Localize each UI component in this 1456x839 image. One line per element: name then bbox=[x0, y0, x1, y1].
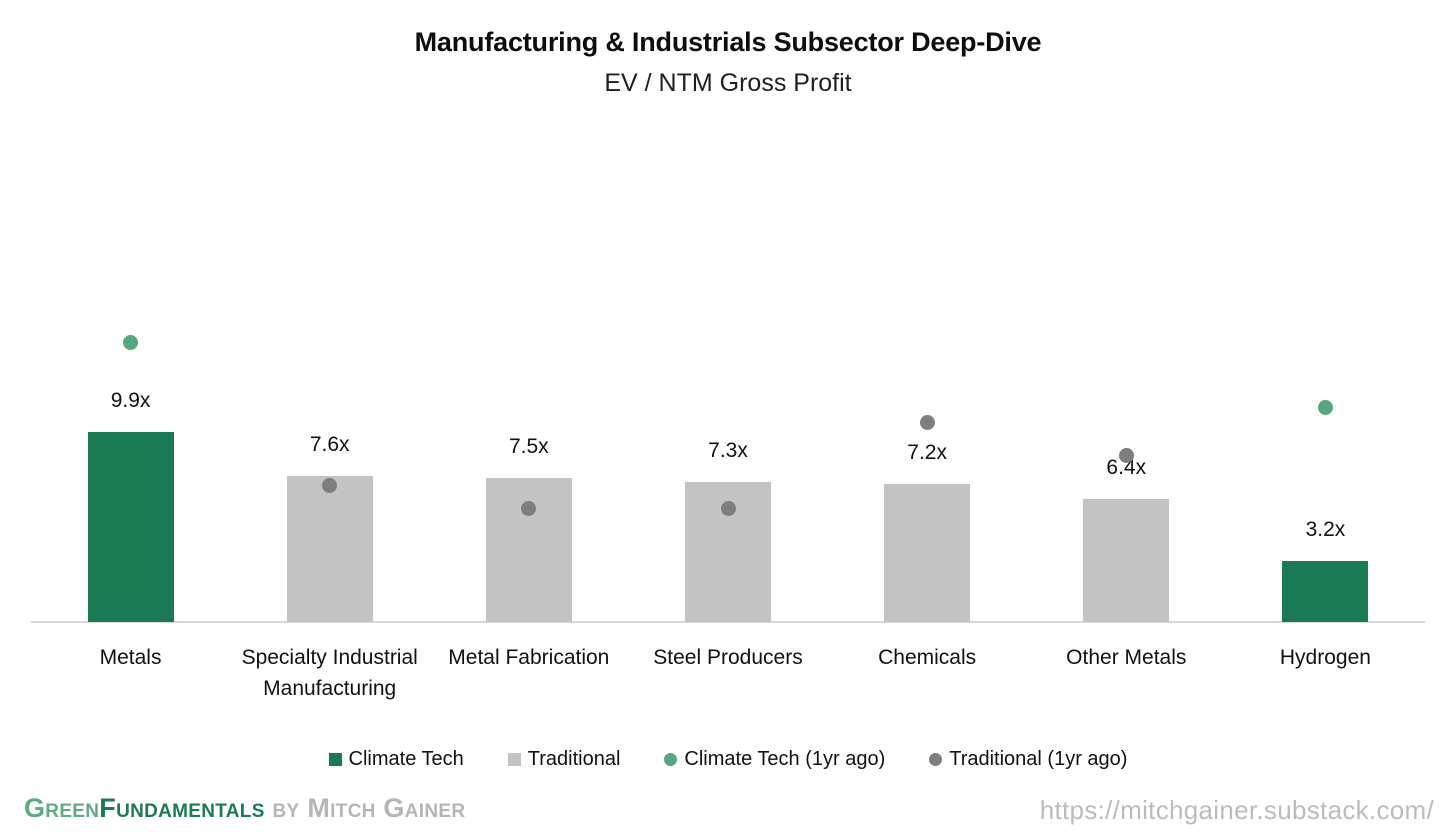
legend-label: Climate Tech bbox=[348, 748, 464, 770]
bar-value-label-chemicals: 7.2x bbox=[907, 440, 947, 464]
bar-value-label-metals: 9.9x bbox=[110, 389, 151, 413]
x-axis-label-other-metals: Other Metals bbox=[1066, 646, 1187, 669]
legend-label: Climate Tech (1yr ago) bbox=[684, 748, 886, 770]
traditional-square-swatch-icon bbox=[507, 753, 521, 766]
chart-subtitle: EV / NTM Gross Profit bbox=[604, 69, 852, 97]
climate-tech-square-swatch-icon bbox=[328, 753, 342, 766]
legend-label: Traditional bbox=[527, 748, 621, 770]
x-axis-label-metals: Metals bbox=[99, 646, 162, 669]
bar-value-label-steel-producers: 7.3x bbox=[708, 439, 748, 463]
x-axis-label-steel-producers: Steel Producers bbox=[653, 646, 803, 669]
brand-word-fundamentals: Fundamentals bbox=[99, 793, 265, 823]
x-axis-label-metal-fabrication: Metal Fabrication bbox=[448, 646, 610, 669]
legend-item-climate-tech-1yr-ago: Climate Tech (1yr ago) bbox=[664, 748, 885, 771]
dot-1yr-ago-chemicals bbox=[919, 415, 935, 431]
bar-specialty-industrial-manufacturing bbox=[286, 476, 373, 622]
bar-other-metals bbox=[1083, 499, 1170, 622]
traditional-1yr-ago-circle-swatch-icon bbox=[929, 753, 943, 766]
dot-1yr-ago-other-metals bbox=[1118, 447, 1134, 463]
legend-label: Traditional (1yr ago) bbox=[949, 748, 1128, 770]
dot-1yr-ago-hydrogen bbox=[1317, 399, 1333, 415]
bar-hydrogen bbox=[1282, 560, 1369, 622]
x-axis-label-specialty-industrial-manufacturing: Specialty Industrial Manufacturing bbox=[241, 646, 418, 700]
dot-1yr-ago-metals bbox=[123, 334, 139, 350]
legend-item-climate-tech: Climate Tech bbox=[328, 748, 464, 771]
x-axis-label-hydrogen: Hydrogen bbox=[1279, 646, 1371, 669]
climate-tech-1yr-ago-circle-swatch-icon bbox=[664, 753, 678, 766]
bar-value-label-metal-fabrication: 7.5x bbox=[508, 435, 549, 459]
x-axis-line bbox=[31, 621, 1425, 623]
dot-1yr-ago-steel-producers bbox=[720, 501, 736, 517]
chart-plot-area: Metals Specialty Industrial Manufacturing… bbox=[31, 0, 1425, 745]
bar-value-label-hydrogen: 3.2x bbox=[1305, 517, 1346, 541]
dot-1yr-ago-metal-fabrication bbox=[521, 501, 537, 517]
legend-item-traditional: Traditional bbox=[507, 748, 621, 771]
chart-legend: Climate Tech Traditional Climate Tech (1yr… bbox=[0, 748, 1456, 771]
bar-metals bbox=[87, 432, 174, 622]
bar-value-label-other-metals: 6.4x bbox=[1106, 456, 1147, 480]
x-axis-label-chemicals: Chemicals bbox=[878, 646, 977, 669]
brand-word-green: Green bbox=[24, 793, 100, 823]
brand-author: Mitch Gainer bbox=[307, 793, 466, 823]
brand-logo: GreenFundamentals by Mitch Gainer bbox=[24, 793, 465, 824]
brand-byline: by bbox=[264, 793, 308, 823]
bar-metal-fabrication bbox=[485, 478, 572, 622]
bar-chemicals bbox=[884, 483, 971, 622]
chart-title: Manufacturing & Industrials Subsector De… bbox=[414, 27, 1042, 57]
legend-item-traditional-1yr-ago: Traditional (1yr ago) bbox=[929, 748, 1127, 771]
source-url: https://mitchgainer.substack.com/ bbox=[1039, 795, 1434, 825]
bar-value-label-specialty-industrial-manufacturing: 7.6x bbox=[309, 433, 350, 457]
dot-1yr-ago-specialty-industrial-manufacturing bbox=[322, 478, 338, 494]
